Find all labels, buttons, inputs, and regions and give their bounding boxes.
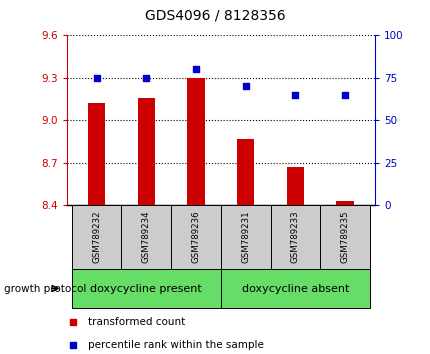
Point: [242, 84, 249, 89]
Bar: [137, 98, 155, 205]
Bar: [72, 205, 121, 269]
Bar: [237, 139, 254, 205]
Text: GSM789231: GSM789231: [241, 211, 250, 263]
Text: GDS4096 / 8128356: GDS4096 / 8128356: [145, 9, 285, 23]
Text: growth protocol: growth protocol: [4, 284, 86, 293]
Point: [192, 67, 199, 72]
Text: GSM789232: GSM789232: [92, 211, 101, 263]
Bar: [319, 205, 369, 269]
Bar: [270, 205, 319, 269]
Bar: [286, 167, 304, 205]
Bar: [72, 269, 221, 308]
Bar: [121, 205, 171, 269]
Bar: [171, 205, 221, 269]
Text: percentile rank within the sample: percentile rank within the sample: [88, 340, 264, 350]
Text: GSM789234: GSM789234: [141, 211, 150, 263]
Bar: [88, 103, 105, 205]
Point: [143, 75, 150, 81]
Text: GSM789236: GSM789236: [191, 211, 200, 263]
Text: GSM789233: GSM789233: [290, 211, 299, 263]
Bar: [221, 205, 270, 269]
Point: [69, 319, 76, 325]
Point: [93, 75, 100, 81]
Text: doxycycline present: doxycycline present: [90, 284, 202, 293]
Bar: [221, 269, 369, 308]
Point: [341, 92, 348, 98]
Point: [291, 92, 298, 98]
Text: doxycycline absent: doxycycline absent: [241, 284, 348, 293]
Point: [69, 342, 76, 348]
Text: GSM789235: GSM789235: [340, 211, 349, 263]
Bar: [336, 201, 353, 205]
Text: transformed count: transformed count: [88, 317, 185, 327]
Bar: [187, 78, 204, 205]
